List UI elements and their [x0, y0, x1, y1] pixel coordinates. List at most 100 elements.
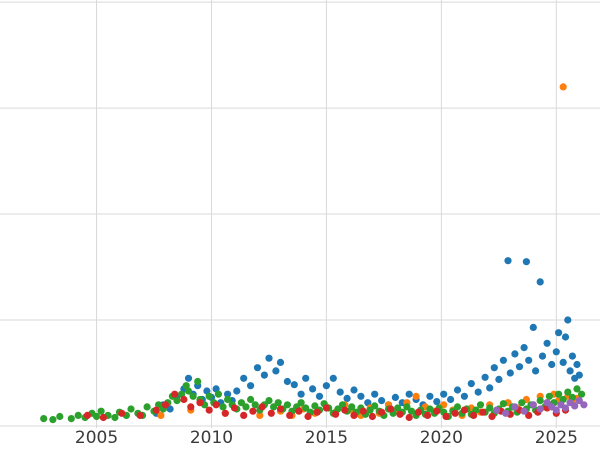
- data-point-series-blue: [575, 371, 583, 379]
- data-point-series-green: [536, 397, 544, 405]
- data-point-series-green: [311, 402, 319, 410]
- data-point-series-blue: [272, 367, 280, 375]
- data-point-series-red: [83, 411, 91, 419]
- data-point-series-green: [173, 397, 181, 405]
- data-point-series-red: [171, 390, 179, 398]
- data-point-series-green: [283, 401, 291, 409]
- data-point-series-green: [74, 411, 82, 419]
- data-point-series-green: [545, 392, 554, 400]
- data-point-series-red: [249, 407, 257, 415]
- data-point-series-blue: [224, 390, 232, 398]
- data-point-series-red: [313, 408, 321, 416]
- data-point-series-orange: [412, 392, 420, 400]
- data-point-series-green: [224, 395, 232, 404]
- data-point-series-blue: [481, 373, 489, 381]
- data-point-series-blue: [350, 386, 358, 394]
- data-point-series-green: [184, 387, 193, 395]
- data-point-series-blue: [495, 375, 503, 383]
- data-point-series-red: [258, 403, 266, 411]
- data-point-series-blue: [506, 369, 514, 377]
- data-point-series-red: [488, 412, 496, 421]
- data-point-series-blue: [529, 323, 537, 331]
- data-point-series-green: [265, 397, 273, 405]
- data-point-series-green: [366, 406, 374, 414]
- data-point-series-blue: [552, 348, 560, 356]
- data-point-series-green: [486, 404, 494, 412]
- data-point-series-blue: [543, 339, 551, 347]
- data-point-series-blue: [276, 358, 285, 366]
- data-point-series-blue: [322, 382, 330, 390]
- data-point-series-blue: [520, 344, 528, 352]
- data-point-series-blue: [568, 352, 577, 360]
- data-point-series-blue: [447, 395, 455, 404]
- data-point-series-red: [118, 409, 126, 417]
- data-point-series-blue: [184, 374, 193, 382]
- data-point-series-purple: [502, 409, 510, 417]
- data-point-series-red: [424, 411, 432, 419]
- data-point-series-green: [189, 392, 197, 400]
- data-point-series-blue: [538, 352, 547, 360]
- data-point-series-red: [341, 406, 349, 414]
- data-point-series-blue: [309, 385, 317, 393]
- data-point-series-red: [286, 411, 294, 419]
- data-point-series-blue: [391, 393, 399, 401]
- data-points-group: [40, 83, 588, 424]
- data-point-series-green: [219, 403, 227, 411]
- data-point-series-green: [111, 413, 119, 422]
- data-point-series-purple: [580, 401, 588, 409]
- data-point-series-blue: [283, 377, 291, 386]
- data-point-series-green: [476, 401, 485, 409]
- data-point-series-red: [387, 405, 395, 413]
- data-point-series-blue: [467, 380, 475, 388]
- data-point-series-blue: [511, 350, 519, 358]
- data-point-series-purple: [543, 399, 551, 407]
- data-point-series-blue: [405, 390, 413, 398]
- data-point-series-purple: [529, 401, 537, 409]
- data-point-series-blue: [460, 392, 468, 400]
- x-axis-tick-labels: 2005 2010 2015 2020 2025: [75, 428, 578, 448]
- data-point-series-blue: [302, 374, 310, 382]
- data-point-series-red: [332, 410, 340, 418]
- data-point-series-red: [205, 406, 213, 414]
- data-point-series-green: [194, 377, 202, 386]
- data-point-series-green: [49, 416, 57, 424]
- data-point-series-purple: [571, 402, 579, 410]
- data-point-series-green: [270, 403, 278, 411]
- data-point-series-green: [237, 399, 245, 407]
- data-point-series-red: [479, 408, 487, 416]
- data-point-series-red: [460, 406, 468, 414]
- data-point-series-blue: [536, 278, 544, 286]
- data-point-series-green: [564, 388, 572, 396]
- data-point-series-green: [67, 415, 75, 423]
- data-point-series-blue: [566, 367, 574, 375]
- data-point-series-blue: [561, 333, 570, 341]
- data-point-series-green: [499, 400, 507, 408]
- data-point-series-green: [518, 399, 526, 407]
- data-point-series-green: [371, 402, 379, 410]
- x-tick-label: 2020: [420, 428, 463, 448]
- data-point-series-blue: [555, 329, 563, 337]
- data-point-series-red: [525, 411, 533, 419]
- data-point-series-red: [267, 409, 275, 417]
- data-point-series-blue: [378, 397, 386, 405]
- data-point-series-red: [350, 411, 358, 419]
- data-point-series-green: [143, 403, 151, 411]
- data-point-series-blue: [486, 384, 494, 392]
- data-point-series-blue: [426, 392, 434, 400]
- data-point-series-red: [304, 412, 312, 421]
- data-point-series-purple: [552, 406, 560, 414]
- data-point-series-green: [247, 395, 255, 404]
- data-point-series-green: [127, 405, 135, 413]
- data-point-series-purple: [575, 397, 583, 405]
- data-point-series-green: [93, 412, 101, 421]
- data-point-series-blue: [573, 360, 581, 369]
- data-point-series-green: [426, 405, 434, 413]
- data-point-series-red: [240, 411, 248, 419]
- data-point-series-green: [56, 412, 64, 421]
- data-point-series-orange: [157, 411, 165, 419]
- data-point-series-red: [152, 406, 160, 414]
- data-point-series-green: [453, 403, 462, 411]
- x-tick-label: 2015: [305, 428, 348, 448]
